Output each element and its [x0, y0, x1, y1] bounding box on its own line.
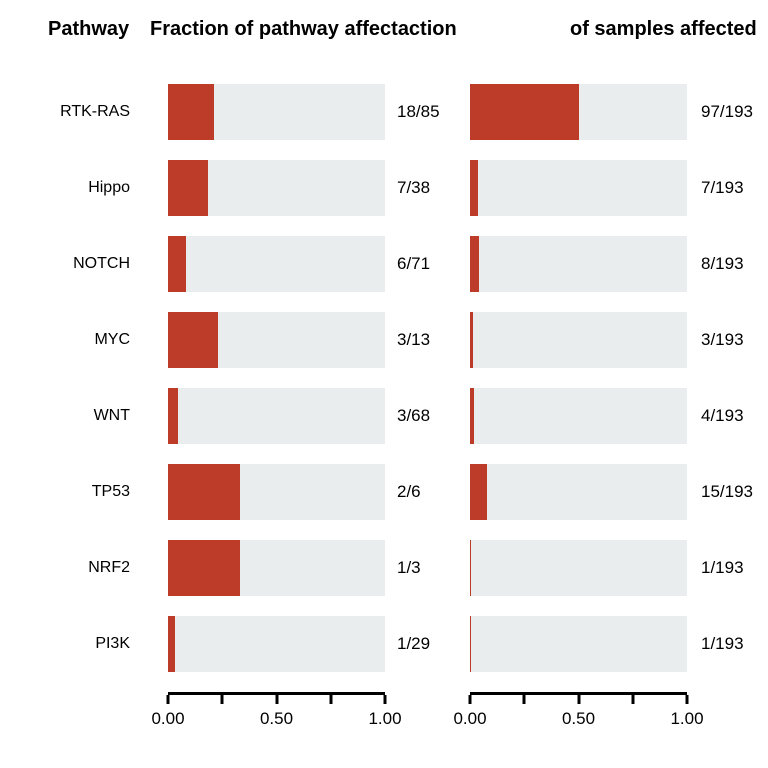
axis-tick — [220, 695, 224, 704]
axis-tick-label: 0.00 — [151, 709, 185, 728]
pathway-fraction-bar-fill — [168, 464, 241, 520]
samples-fraction-bar-fill — [470, 616, 472, 672]
pathway-fraction-value: 3/68 — [397, 406, 431, 425]
samples-fraction-value: 4/193 — [701, 406, 744, 425]
axis-tick — [166, 695, 170, 704]
samples-fraction-bar-fill — [470, 312, 474, 368]
column-header-fraction-pathway: Fraction of pathway affectaction — [150, 18, 457, 40]
pathway-label: PI3K — [95, 635, 130, 652]
pathway-row-tp53: TP53 2/6 15/193 — [0, 464, 768, 520]
samples-fraction-bar-fill — [470, 464, 487, 520]
pathway-fraction-bar-track — [168, 388, 385, 444]
label-bar-spacer — [130, 540, 168, 596]
pathway-fraction-value: 6/71 — [397, 254, 431, 273]
axis-tick — [329, 695, 333, 704]
pathway-row-wnt: WNT 3/68 4/193 — [0, 388, 768, 444]
pathway-fraction-bar-track — [168, 464, 385, 520]
pathway-fraction-value: 3/13 — [397, 330, 431, 349]
pathway-label: WNT — [93, 407, 130, 424]
pathway-fraction-bar-fill — [168, 84, 214, 140]
column-header-fraction-samples: of samples affected — [570, 18, 757, 40]
column-header-pathway: Pathway — [48, 18, 130, 40]
label-bar-spacer — [130, 236, 168, 292]
pathway-fraction-bar-fill — [168, 388, 178, 444]
samples-fraction-value: 15/193 — [701, 482, 753, 501]
pathway-label: MYC — [94, 331, 130, 348]
label-bar-spacer — [130, 616, 168, 672]
axis-tick — [275, 695, 278, 704]
pathway-label: Hippo — [88, 179, 130, 196]
pathway-row-rtk-ras: RTK-RAS 18/85 97/193 — [0, 84, 768, 140]
pathway-fraction-bar-fill — [168, 236, 187, 292]
figure-header: Pathway Fraction of pathway affectaction… — [0, 0, 768, 84]
x-axis-pathway-fraction: 0.00 0.50 1.00 — [151, 692, 402, 736]
pathway-row-notch: NOTCH 6/71 8/193 — [0, 236, 768, 292]
pathway-row-nrf2: NRF2 1/3 1/193 — [0, 540, 768, 596]
samples-fraction-bar-track — [470, 616, 687, 672]
samples-fraction-bar-track — [470, 84, 687, 140]
samples-fraction-bar-track — [470, 388, 687, 444]
pathway-fraction-bar-fill — [168, 312, 219, 368]
samples-fraction-bar-track — [470, 236, 687, 292]
samples-fraction-bar-fill — [470, 160, 478, 216]
label-bar-spacer — [130, 464, 168, 520]
samples-fraction-bar-fill — [470, 84, 580, 140]
axis-tick — [383, 695, 387, 704]
pathway-fraction-bar-fill — [168, 616, 176, 672]
label-bar-spacer — [130, 84, 168, 140]
axis-tick-label: 0.50 — [259, 709, 294, 728]
pathway-fraction-bar-track — [168, 160, 385, 216]
pathway-fraction-bar-track — [168, 236, 385, 292]
pathway-fraction-value: 1/3 — [397, 558, 421, 577]
pathway-fraction-value: 1/29 — [397, 634, 431, 653]
axis-tick — [522, 695, 526, 704]
pathway-fraction-value: 18/85 — [397, 102, 440, 121]
samples-fraction-value: 3/193 — [701, 330, 744, 349]
samples-fraction-bar-fill — [470, 388, 475, 444]
samples-fraction-bar-track — [470, 160, 687, 216]
pathway-row-myc: MYC 3/13 3/193 — [0, 312, 768, 368]
axis-tick — [631, 695, 635, 704]
pathway-row-hippo: Hippo 7/38 7/193 — [0, 160, 768, 216]
pathway-fraction-value: 2/6 — [397, 482, 421, 501]
pathway-fraction-bar-fill — [168, 160, 208, 216]
pathway-fraction-bar-track — [168, 616, 385, 672]
axis-tick — [685, 695, 689, 704]
samples-fraction-value: 7/193 — [701, 178, 744, 197]
pathway-fraction-bar-track — [168, 312, 385, 368]
x-axis-samples-fraction: 0.00 0.50 1.00 — [453, 692, 704, 736]
samples-fraction-value: 97/193 — [701, 102, 753, 121]
pathway-label: RTK-RAS — [60, 103, 130, 120]
samples-fraction-bar-track — [470, 464, 687, 520]
axis-tick — [577, 695, 580, 704]
axis-tick-label: 0.00 — [453, 709, 487, 728]
axis-tick-label: 0.50 — [561, 709, 596, 728]
axis-tick-label: 1.00 — [670, 709, 704, 728]
label-bar-spacer — [130, 160, 168, 216]
x-axis-row: 0.00 0.50 1.00 0.00 0.50 1.00 — [151, 692, 768, 736]
pathway-fraction-bar-fill — [168, 540, 241, 596]
samples-fraction-value: 1/193 — [701, 634, 744, 653]
pathway-label: NRF2 — [88, 559, 130, 576]
axis-tick-label: 1.00 — [368, 709, 402, 728]
pathway-fraction-bar-track — [168, 540, 385, 596]
pathway-rows: RTK-RAS 18/85 97/193 Hippo 7/38 7/193 — [0, 84, 768, 672]
samples-fraction-bar-fill — [470, 540, 472, 596]
samples-fraction-bar-track — [470, 312, 687, 368]
samples-fraction-bar-fill — [470, 236, 479, 292]
samples-fraction-value: 8/193 — [701, 254, 744, 273]
pathway-fraction-bar-track — [168, 84, 385, 140]
pathway-label: NOTCH — [73, 255, 130, 272]
label-bar-spacer — [130, 312, 168, 368]
samples-fraction-bar-track — [470, 540, 687, 596]
axis-tick — [468, 695, 472, 704]
samples-fraction-value: 1/193 — [701, 558, 744, 577]
label-bar-spacer — [130, 388, 168, 444]
pathway-row-pi3k: PI3K 1/29 1/193 — [0, 616, 768, 672]
pathway-fraction-value: 7/38 — [397, 178, 431, 197]
pathway-label: TP53 — [91, 483, 130, 500]
